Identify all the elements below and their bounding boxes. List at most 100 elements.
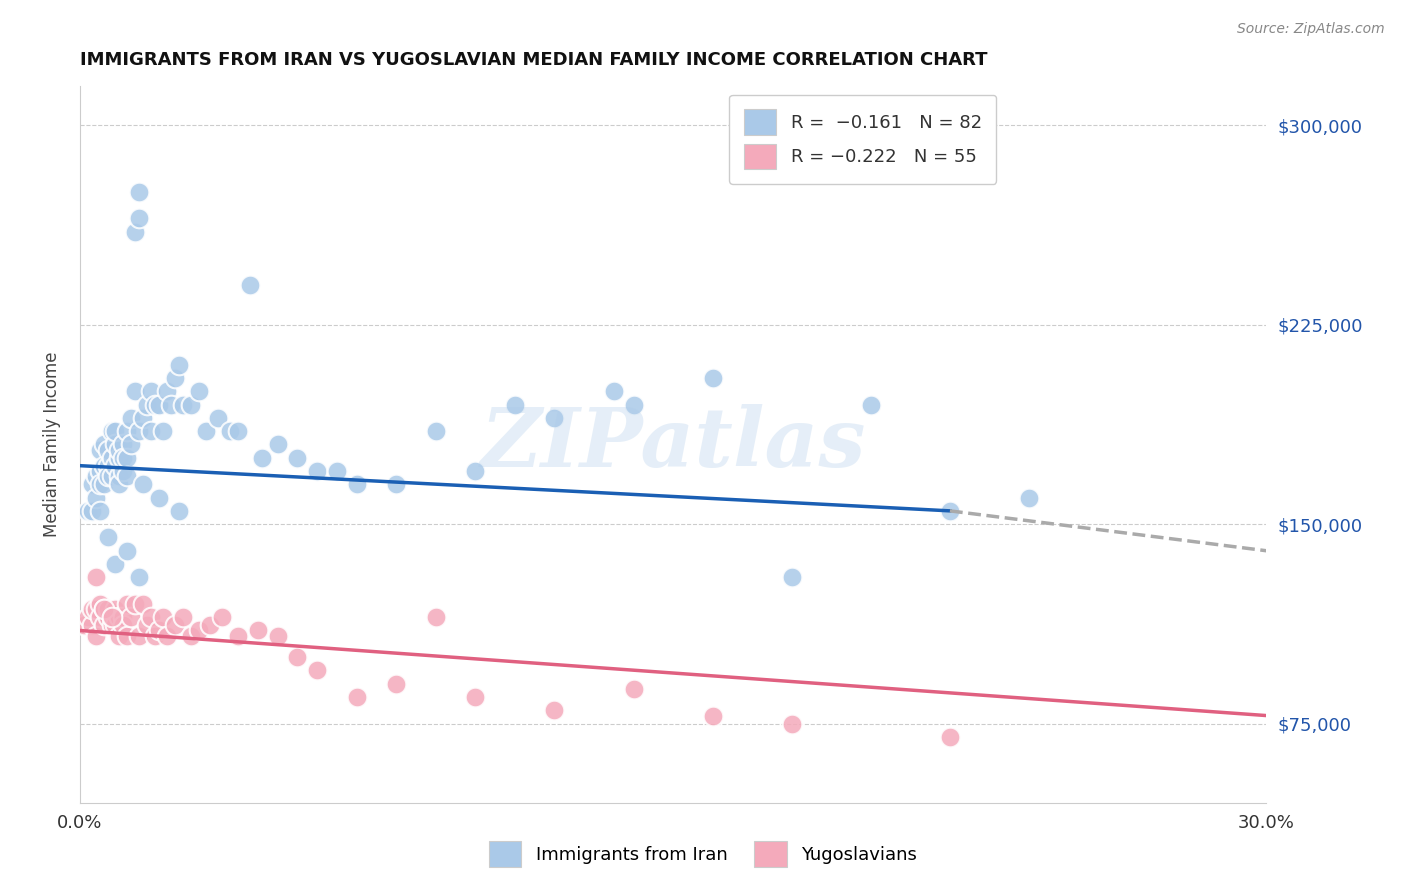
Point bbox=[89, 442, 111, 457]
Point bbox=[112, 610, 135, 624]
Point bbox=[104, 458, 127, 473]
Point bbox=[84, 491, 107, 505]
Point bbox=[152, 610, 174, 624]
Point bbox=[195, 424, 218, 438]
Point bbox=[287, 450, 309, 465]
Point bbox=[143, 398, 166, 412]
Point bbox=[219, 424, 242, 438]
Point bbox=[108, 610, 131, 624]
Point bbox=[187, 384, 209, 399]
Point bbox=[159, 398, 181, 412]
Point bbox=[939, 730, 962, 744]
Point bbox=[180, 398, 202, 412]
Point bbox=[156, 384, 179, 399]
Point bbox=[180, 629, 202, 643]
Point bbox=[93, 477, 115, 491]
Point bbox=[128, 185, 150, 199]
Point bbox=[425, 610, 447, 624]
Point bbox=[93, 437, 115, 451]
Point bbox=[623, 398, 645, 412]
Point bbox=[148, 624, 170, 638]
Point bbox=[139, 424, 162, 438]
Point bbox=[96, 442, 118, 457]
Point bbox=[326, 464, 349, 478]
Point bbox=[603, 384, 626, 399]
Point bbox=[108, 450, 131, 465]
Point bbox=[80, 602, 103, 616]
Point bbox=[104, 557, 127, 571]
Point bbox=[108, 442, 131, 457]
Point bbox=[108, 629, 131, 643]
Point bbox=[346, 477, 368, 491]
Point bbox=[100, 610, 122, 624]
Point bbox=[100, 424, 122, 438]
Point bbox=[163, 371, 186, 385]
Point bbox=[80, 618, 103, 632]
Point bbox=[89, 464, 111, 478]
Legend: Immigrants from Iran, Yugoslavians: Immigrants from Iran, Yugoslavians bbox=[481, 834, 925, 874]
Point bbox=[96, 610, 118, 624]
Point bbox=[112, 437, 135, 451]
Point bbox=[84, 629, 107, 643]
Point bbox=[385, 676, 408, 690]
Point bbox=[117, 597, 139, 611]
Point bbox=[128, 424, 150, 438]
Point bbox=[73, 618, 96, 632]
Point bbox=[167, 358, 190, 372]
Point bbox=[1018, 491, 1040, 505]
Point bbox=[132, 410, 155, 425]
Point bbox=[156, 629, 179, 643]
Point bbox=[226, 424, 249, 438]
Point bbox=[120, 610, 142, 624]
Point bbox=[100, 618, 122, 632]
Point bbox=[780, 716, 803, 731]
Point bbox=[136, 398, 159, 412]
Point bbox=[859, 398, 882, 412]
Point bbox=[152, 424, 174, 438]
Point bbox=[207, 410, 229, 425]
Text: ZIPatlas: ZIPatlas bbox=[481, 404, 866, 484]
Point bbox=[93, 618, 115, 632]
Point bbox=[104, 602, 127, 616]
Point bbox=[211, 610, 233, 624]
Point bbox=[124, 384, 146, 399]
Point bbox=[187, 624, 209, 638]
Point bbox=[128, 570, 150, 584]
Point bbox=[100, 469, 122, 483]
Point bbox=[96, 458, 118, 473]
Point bbox=[84, 602, 107, 616]
Point bbox=[120, 437, 142, 451]
Point bbox=[287, 650, 309, 665]
Point bbox=[307, 464, 329, 478]
Point bbox=[136, 618, 159, 632]
Point bbox=[96, 602, 118, 616]
Point bbox=[143, 629, 166, 643]
Point bbox=[464, 464, 486, 478]
Point bbox=[200, 618, 222, 632]
Point bbox=[543, 410, 565, 425]
Point bbox=[163, 618, 186, 632]
Point bbox=[80, 504, 103, 518]
Point bbox=[250, 450, 273, 465]
Point bbox=[76, 610, 98, 624]
Point bbox=[96, 469, 118, 483]
Point bbox=[104, 424, 127, 438]
Point bbox=[84, 469, 107, 483]
Point bbox=[239, 277, 262, 292]
Point bbox=[266, 437, 288, 451]
Point bbox=[172, 398, 194, 412]
Point bbox=[543, 703, 565, 717]
Point bbox=[93, 458, 115, 473]
Point bbox=[623, 681, 645, 696]
Point bbox=[124, 597, 146, 611]
Point bbox=[112, 450, 135, 465]
Point bbox=[464, 690, 486, 704]
Point bbox=[76, 504, 98, 518]
Point bbox=[96, 531, 118, 545]
Point bbox=[117, 450, 139, 465]
Point bbox=[112, 618, 135, 632]
Point bbox=[132, 477, 155, 491]
Text: IMMIGRANTS FROM IRAN VS YUGOSLAVIAN MEDIAN FAMILY INCOME CORRELATION CHART: IMMIGRANTS FROM IRAN VS YUGOSLAVIAN MEDI… bbox=[80, 51, 987, 69]
Point bbox=[139, 610, 162, 624]
Point bbox=[100, 610, 122, 624]
